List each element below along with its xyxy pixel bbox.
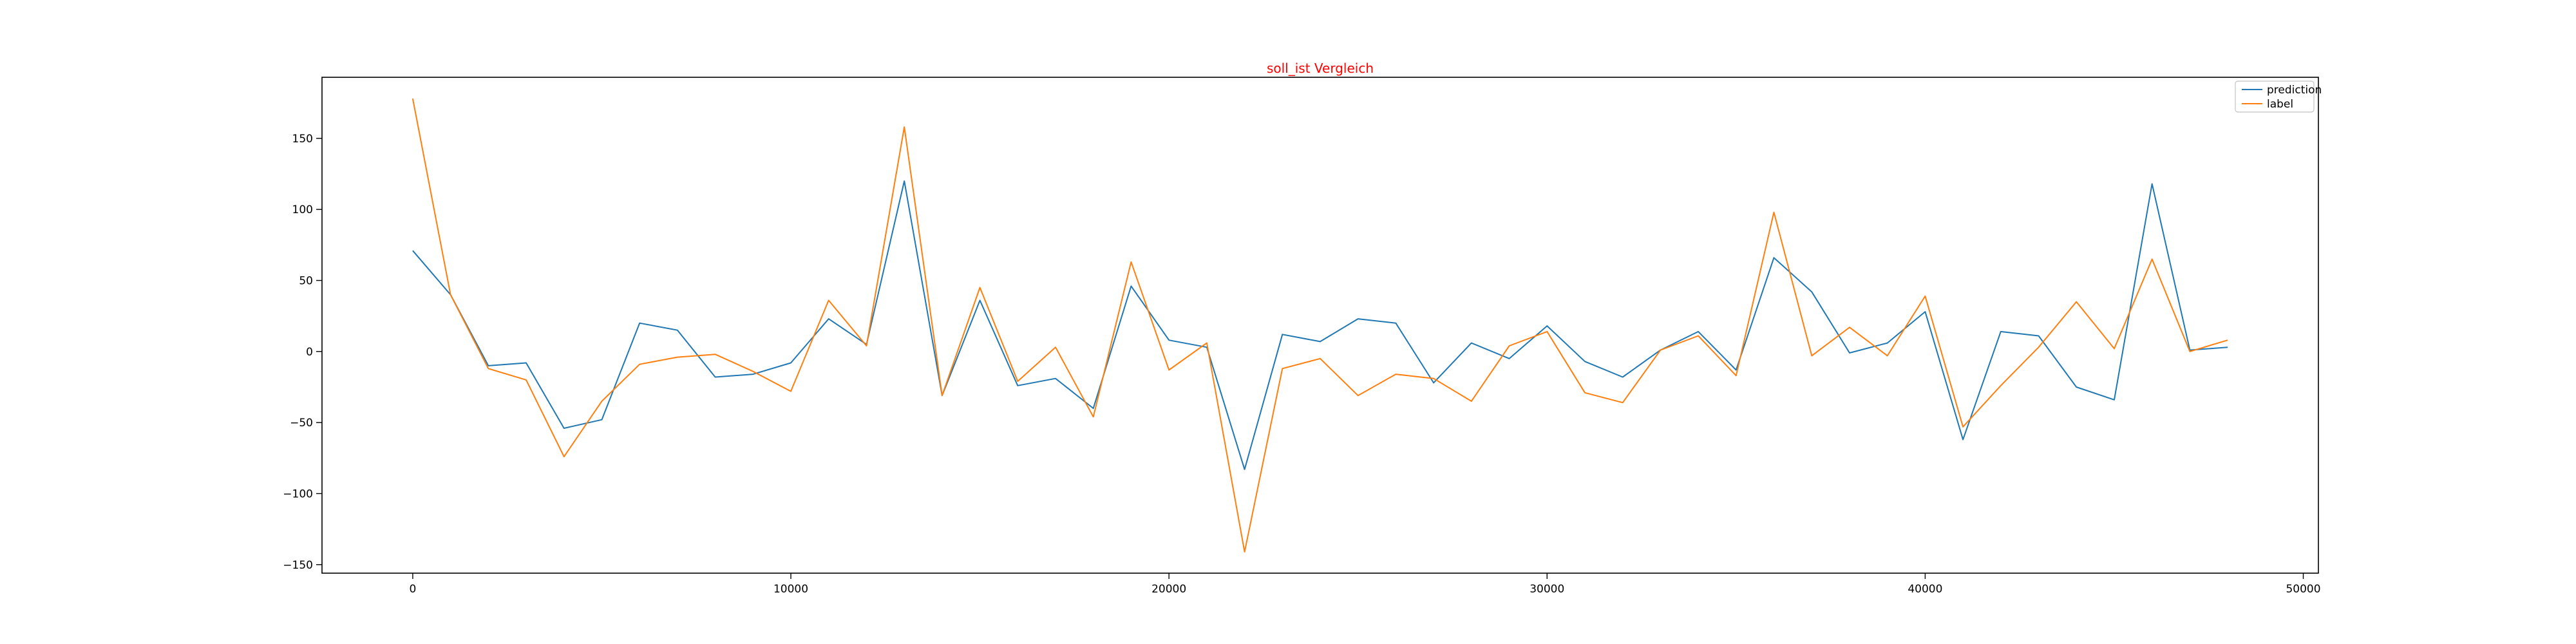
x-tick-label: 10000 xyxy=(773,583,808,596)
plot-frame xyxy=(321,77,2319,574)
legend-label-prediction: prediction xyxy=(2267,84,2322,97)
series-lines xyxy=(412,98,2228,553)
series-line-label xyxy=(412,98,2228,553)
x-tick-label: 30000 xyxy=(1530,583,1564,596)
y-tick-label: 50 xyxy=(299,275,313,288)
y-tick-label: 0 xyxy=(306,346,313,359)
y-tick-label: −150 xyxy=(283,559,313,572)
y-tick-label: 150 xyxy=(292,133,313,146)
y-axis: −150 −100 −50 0 50 100 150 xyxy=(283,133,322,572)
x-tick-label: 20000 xyxy=(1151,583,1186,596)
y-tick-label: −100 xyxy=(283,488,313,500)
legend-label-label: label xyxy=(2267,98,2293,111)
chart-title: soll_ist Vergleich xyxy=(1267,61,1374,76)
y-tick-label: 100 xyxy=(292,204,313,216)
x-axis: 0 10000 20000 30000 40000 50000 xyxy=(409,573,2321,596)
legend: prediction label xyxy=(2235,80,2322,113)
series-line-prediction xyxy=(412,180,2228,470)
x-tick-label: 50000 xyxy=(2286,583,2320,596)
x-tick-label: 0 xyxy=(409,583,416,596)
y-tick-label: −50 xyxy=(290,417,313,430)
x-tick-label: 40000 xyxy=(1908,583,1942,596)
